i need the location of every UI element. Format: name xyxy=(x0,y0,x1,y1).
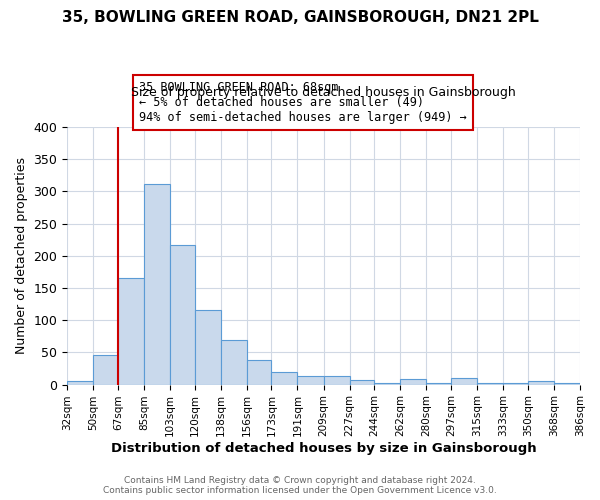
Bar xyxy=(194,310,221,384)
Bar xyxy=(528,380,554,384)
Bar xyxy=(221,340,247,384)
Bar xyxy=(247,360,271,384)
Bar xyxy=(298,376,323,384)
Bar xyxy=(118,278,144,384)
Text: 35 BOWLING GREEN ROAD: 68sqm
← 5% of detached houses are smaller (49)
94% of sem: 35 BOWLING GREEN ROAD: 68sqm ← 5% of det… xyxy=(139,82,467,124)
Bar xyxy=(93,355,118,384)
Title: Size of property relative to detached houses in Gainsborough: Size of property relative to detached ho… xyxy=(131,86,516,100)
Bar xyxy=(350,380,374,384)
Bar xyxy=(67,382,93,384)
Bar xyxy=(170,246,194,384)
Bar xyxy=(144,184,170,384)
Text: 35, BOWLING GREEN ROAD, GAINSBOROUGH, DN21 2PL: 35, BOWLING GREEN ROAD, GAINSBOROUGH, DN… xyxy=(62,10,538,25)
Text: Contains HM Land Registry data © Crown copyright and database right 2024.
Contai: Contains HM Land Registry data © Crown c… xyxy=(103,476,497,495)
Bar xyxy=(271,372,298,384)
Bar xyxy=(451,378,477,384)
Bar xyxy=(400,380,427,384)
X-axis label: Distribution of detached houses by size in Gainsborough: Distribution of detached houses by size … xyxy=(111,442,536,455)
Bar xyxy=(323,376,350,384)
Y-axis label: Number of detached properties: Number of detached properties xyxy=(15,157,28,354)
